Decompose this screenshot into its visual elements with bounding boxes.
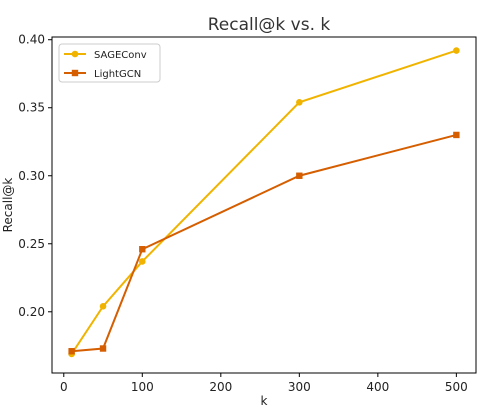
data-point-lightgcn: [68, 348, 75, 355]
series-group: [68, 47, 460, 358]
x-tick-label: 500: [445, 380, 468, 394]
series-line-lightgcn: [71, 133, 457, 353]
series-line-sageconv: [70, 49, 457, 355]
data-point-lightgcn: [99, 345, 107, 352]
x-tick-label: 100: [131, 380, 154, 394]
x-tick-label: 0: [60, 380, 68, 394]
y-tick-label: 0.35: [18, 101, 45, 115]
data-point-sageconv: [453, 47, 460, 54]
data-point-sageconv: [296, 98, 303, 106]
x-axis-label: k: [261, 394, 268, 408]
legend-lightgcn-label: LightGCN: [94, 69, 141, 80]
y-tick-label: 0.20: [18, 305, 45, 319]
data-point-lightgcn: [139, 246, 146, 253]
y-tick-label: 0.30: [18, 169, 45, 183]
x-axis-ticks: 0 100 200 300 400 500: [60, 373, 468, 394]
y-axis-label: Recall@k: [1, 178, 15, 233]
data-point-lightgcn: [296, 172, 303, 179]
x-tick-label: 300: [288, 380, 311, 394]
legend-sageconv-label: SAGEConv: [94, 50, 147, 61]
data-point-lightgcn: [453, 131, 460, 139]
chart-title: Recall@k vs. k: [208, 15, 331, 35]
x-tick-label: 200: [209, 380, 232, 394]
legend-lightgcn-marker: [71, 69, 79, 77]
y-tick-label: 0.25: [18, 237, 45, 251]
plot-frame: [51, 36, 477, 374]
y-tick-label: 0.40: [18, 33, 45, 47]
legend: SAGEConv LightGCN: [58, 43, 161, 83]
data-point-sageconv: [138, 258, 146, 265]
y-axis-ticks: 0.20 0.25 0.30 0.35 0.40: [18, 33, 52, 319]
x-tick-label: 400: [366, 380, 389, 394]
legend-sageconv-marker: [71, 50, 79, 58]
data-point-sageconv: [99, 303, 107, 310]
